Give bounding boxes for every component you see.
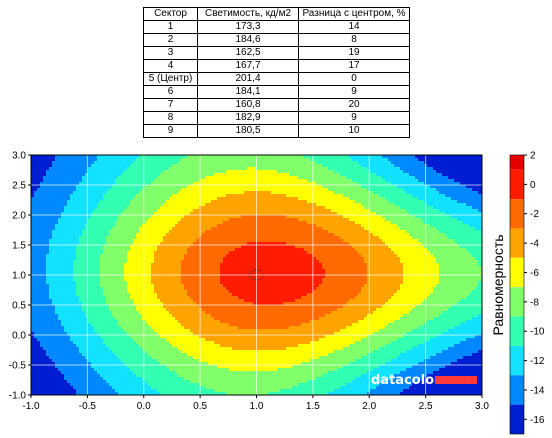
colorbar-swatch xyxy=(510,228,524,258)
x-tick-label: 0.0 xyxy=(137,401,151,412)
colorbar xyxy=(510,155,524,434)
y-tick-label: 2.5 xyxy=(12,181,26,192)
colorbar-title: Равномерность xyxy=(490,234,506,335)
colorbar-tick-label: -16 xyxy=(530,415,545,426)
colorbar-tick-label: -10 xyxy=(530,327,545,338)
table-row: 7 160,8 20 xyxy=(143,98,410,112)
datacolor-logo-text: datacolor xyxy=(371,373,441,388)
y-tick-label: 0.0 xyxy=(12,331,26,342)
colorbar-swatch xyxy=(510,169,524,200)
table-row: 3 162,5 19 xyxy=(143,46,410,60)
x-tick-label: 2.0 xyxy=(362,401,376,412)
datacolor-watermark: datacolor xyxy=(371,373,477,388)
x-tick-label: 1.5 xyxy=(306,401,320,412)
colorbar-tick-label: -12 xyxy=(530,356,545,367)
colorbar-tick-label: 0 xyxy=(530,180,536,191)
y-tick-label: -1.0 xyxy=(9,391,27,402)
table-row: 9 180,5 10 xyxy=(143,124,410,138)
colorbar-tick-label: -2 xyxy=(530,209,539,220)
datacolor-logo-bar xyxy=(435,376,477,384)
colorbar-tick-label: -14 xyxy=(530,385,545,396)
y-tick-label: 1.0 xyxy=(12,271,26,282)
cell-difference: 10 xyxy=(298,124,410,138)
grid-lines xyxy=(31,155,482,395)
colorbar-swatch xyxy=(510,155,524,170)
y-axis-ticks: -1.0 -0.5 0.0 0.5 1.0 1.5 2.0 2.5 3.0 xyxy=(9,151,31,402)
x-tick-label: 2.5 xyxy=(419,401,433,412)
table-header-row: Сектор Светимость, кд/м2 Разница с центр… xyxy=(143,7,410,21)
x-axis-ticks: -1.0 -0.5 0.0 0.5 1.0 1.5 2.0 2.5 3.0 xyxy=(22,395,489,412)
x-tick-label: -0.5 xyxy=(79,401,97,412)
y-tick-label: 2.0 xyxy=(12,211,26,222)
colorbar-frame xyxy=(509,154,525,435)
x-tick-label: -1.0 xyxy=(22,401,40,412)
table-row: 2 184,6 8 xyxy=(143,33,410,47)
colorbar-swatch xyxy=(510,345,524,376)
x-tick-label: 1.0 xyxy=(250,401,264,412)
y-tick-label: 0.5 xyxy=(12,301,26,312)
colorbar-tick-label: 2 xyxy=(530,151,536,162)
cell-luminance: 180,5 xyxy=(197,124,299,138)
colorbar-swatch xyxy=(510,287,524,317)
x-tick-label: 0.5 xyxy=(193,401,207,412)
y-tick-label: 3.0 xyxy=(12,151,26,162)
colorbar-swatch xyxy=(510,199,524,229)
colorbar-tick-label: -8 xyxy=(530,297,539,308)
x-tick-label: 3.0 xyxy=(475,401,489,412)
colorbar-swatch xyxy=(510,316,524,346)
colorbar-swatch xyxy=(510,375,524,405)
colorbar-tick-label: -6 xyxy=(530,268,539,279)
y-tick-label: 1.5 xyxy=(12,241,26,252)
contour-fill xyxy=(31,155,482,395)
colorbar-swatch xyxy=(510,404,524,434)
colorbar-tick-label: -4 xyxy=(530,239,539,250)
sector-luminance-table: Сектор Светимость, кд/м2 Разница с центр… xyxy=(143,7,410,138)
colorbar-swatch xyxy=(510,257,524,288)
colorbar-ticks: 2 0 -2 -4 -6 -8 -10 -12 -14 -16 xyxy=(524,151,545,426)
y-tick-label: -0.5 xyxy=(9,361,27,372)
